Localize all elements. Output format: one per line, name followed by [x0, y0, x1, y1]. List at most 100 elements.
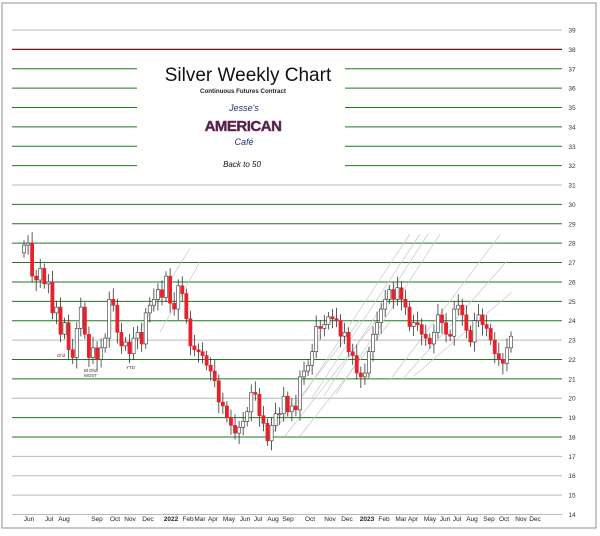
candle-down: [95, 347, 99, 360]
candle-down: [180, 285, 185, 294]
candle-up: [143, 312, 148, 345]
candle-up: [362, 372, 367, 378]
candle-up: [241, 421, 246, 428]
candle-up: [54, 306, 59, 314]
candle-up: [103, 337, 108, 349]
x-tick-label: Dec: [142, 516, 154, 523]
candle-up: [147, 304, 152, 314]
y-tick-label: 34: [568, 124, 576, 131]
x-axis-ticks: Jun Jul Aug Sep Oct Nov Dec 2022 Feb Mar Apr May Jun…: [24, 516, 542, 523]
candle-down: [334, 318, 339, 321]
candle-up: [289, 405, 294, 413]
candle-down: [160, 289, 164, 298]
candle-down: [444, 322, 448, 335]
y-tick-label: 38: [568, 47, 576, 54]
y-tick-label: 23: [568, 338, 576, 345]
y-tick-label: 28: [568, 241, 576, 248]
annotation-label: Dhd: [57, 353, 66, 358]
candle-down: [480, 314, 485, 325]
candle-down: [492, 339, 497, 354]
logo: Jesse's AMERICAN Café: [204, 103, 282, 147]
candle-down: [484, 324, 489, 329]
y-tick-label: 36: [568, 86, 576, 93]
candle-down: [34, 275, 39, 281]
candle-up: [387, 289, 392, 300]
y-tick-label: 31: [568, 183, 576, 190]
x-tick-label: Sep: [483, 516, 495, 523]
annotation-label: YTD: [126, 365, 136, 370]
x-tick-label: Aug: [466, 516, 478, 523]
candles: [22, 232, 513, 451]
candle-down: [346, 332, 351, 353]
y-tick-label: 37: [568, 66, 576, 73]
channel-line: [323, 233, 429, 397]
candle-up: [298, 376, 302, 411]
x-tick-label: Jul: [254, 516, 263, 523]
x-tick-label: Nov: [515, 516, 527, 523]
candle-down: [184, 293, 189, 320]
candle-up: [281, 395, 286, 415]
candle-down: [338, 320, 343, 337]
candle-down: [294, 405, 298, 411]
candle-down: [358, 372, 363, 378]
candle-up: [22, 244, 26, 254]
candle-down: [66, 322, 71, 351]
candle-annotations: Dhd Bl Dhd MOST YTD: [57, 353, 136, 378]
candle-down: [196, 349, 201, 353]
y-tick-label: 24: [568, 318, 576, 325]
candle-up: [151, 299, 156, 306]
y-tick-label: 35: [568, 105, 576, 112]
y-axis-ticks: 14 15 16 17 18 19 20 21 22 23 24 25 26 27 28 29 30 31 32 33…: [568, 28, 576, 520]
candle-down: [423, 333, 428, 339]
x-tick-label: Oct: [305, 516, 315, 523]
x-tick-label: Sep: [91, 516, 103, 523]
candle-up: [107, 299, 112, 339]
y-tick-label: 17: [568, 454, 576, 461]
y-tick-label: 14: [568, 512, 576, 519]
x-tick-label: May: [424, 516, 437, 523]
candle-up: [38, 268, 43, 281]
candle-up: [99, 347, 104, 360]
channel-line: [299, 321, 391, 437]
candle-down: [427, 337, 432, 345]
candle-up: [269, 425, 274, 442]
x-tick-label: Mar: [194, 516, 206, 523]
candle-up: [431, 332, 436, 345]
x-tick-label: Feb: [378, 516, 390, 523]
candle-down: [82, 306, 87, 335]
candle-down: [440, 314, 444, 323]
candle-up: [156, 289, 160, 300]
candle-up: [123, 341, 128, 347]
channel-line: [299, 233, 411, 401]
title-box-background: [137, 55, 345, 176]
y-tick-label: 21: [568, 376, 576, 383]
candle-up: [383, 299, 388, 310]
candle-down: [448, 333, 453, 337]
y-tick-label: 20: [568, 396, 576, 403]
candle-down: [261, 415, 266, 424]
candle-down: [257, 394, 262, 416]
logo-main-text: AMERICAN: [205, 118, 282, 135]
candle-up: [452, 308, 457, 337]
candle-down: [30, 242, 35, 277]
candle-down: [208, 364, 213, 372]
candle-up: [277, 413, 282, 416]
candle-down: [115, 304, 120, 333]
x-tick-label: Dec: [341, 516, 353, 523]
candle-down: [225, 405, 229, 418]
candle-up: [326, 316, 331, 325]
y-tick-label: 33: [568, 144, 576, 151]
y-tick-label: 16: [568, 473, 576, 480]
chart-title: Silver Weekly Chart: [165, 65, 332, 86]
y-tick-label: 32: [568, 163, 576, 170]
candle-up: [91, 347, 95, 358]
candle-up: [273, 413, 278, 426]
candle-down: [399, 287, 404, 300]
candle-down: [200, 351, 205, 356]
y-tick-label: 29: [568, 221, 576, 228]
x-tick-label: May: [223, 516, 236, 523]
x-tick-label: Jun: [240, 516, 251, 523]
candle-down: [318, 326, 323, 329]
x-tick-label: Aug: [267, 516, 279, 523]
